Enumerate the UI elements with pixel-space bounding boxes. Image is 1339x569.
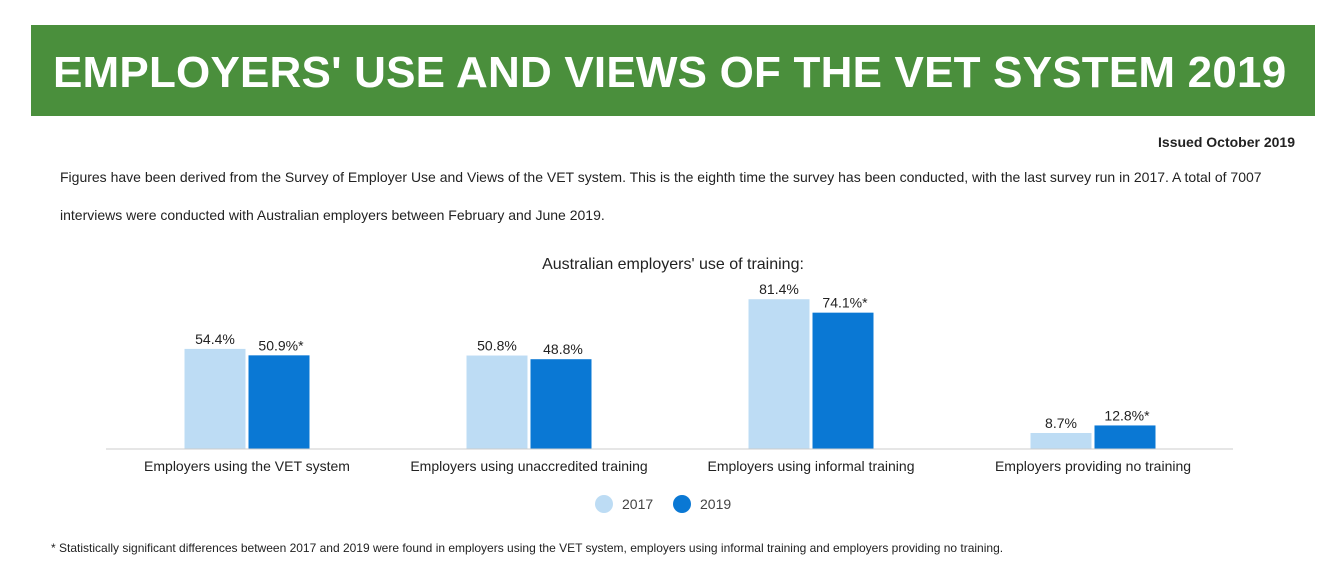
data-label-2017-3: 81.4% <box>759 281 799 297</box>
bar-2019-3 <box>812 312 874 449</box>
legend: 2017 2019 <box>595 495 731 513</box>
bar-2017-4 <box>1030 432 1092 449</box>
legend-label-2017: 2017 <box>622 496 653 512</box>
bar-2017-3 <box>748 299 810 449</box>
bar-2019-1 <box>248 355 310 449</box>
legend-marker-2019 <box>673 495 691 513</box>
bar-2019-4 <box>1094 425 1156 449</box>
data-label-2019-1: 50.9%* <box>258 337 304 353</box>
data-label-2019-2: 48.8% <box>543 341 583 357</box>
x-tick-label: Employers using informal training <box>708 458 915 474</box>
page-title: EMPLOYERS' USE AND VIEWS OF THE VET SYST… <box>53 48 1287 97</box>
legend-label-2019: 2019 <box>700 496 731 512</box>
data-label-2017-2: 50.8% <box>477 338 517 354</box>
x-tick-label: Employers using the VET system <box>144 458 350 474</box>
bar-2019-2 <box>530 359 592 449</box>
data-label-2017-4: 8.7% <box>1045 415 1077 431</box>
bar-chart: Australian employers' use of training: 5… <box>106 256 1233 513</box>
data-label-2017-1: 54.4% <box>195 331 235 347</box>
bar-2017-1 <box>184 348 246 449</box>
bars-layer: 54.4% 50.9%* 50.8% 48.8% 81.4% 74.1%* 8.7% 12.8… <box>184 281 1156 449</box>
footnote: * Statistically significant differences … <box>51 541 1004 555</box>
issued-date: Issued October 2019 <box>1158 134 1295 150</box>
bar-2017-2 <box>466 355 528 449</box>
title-banner: EMPLOYERS' USE AND VIEWS OF THE VET SYST… <box>31 25 1315 116</box>
chart-title: Australian employers' use of training: <box>542 256 804 273</box>
legend-marker-2017 <box>595 495 613 513</box>
x-tick-labels: Employers using the VET system Employers … <box>144 458 1191 474</box>
intro-paragraph: Figures have been derived from the Surve… <box>60 169 1262 223</box>
data-label-2019-4: 12.8%* <box>1104 407 1150 423</box>
data-label-2019-3: 74.1%* <box>822 295 868 311</box>
x-tick-label: Employers providing no training <box>995 458 1191 474</box>
x-tick-label: Employers using unaccredited training <box>410 458 647 474</box>
